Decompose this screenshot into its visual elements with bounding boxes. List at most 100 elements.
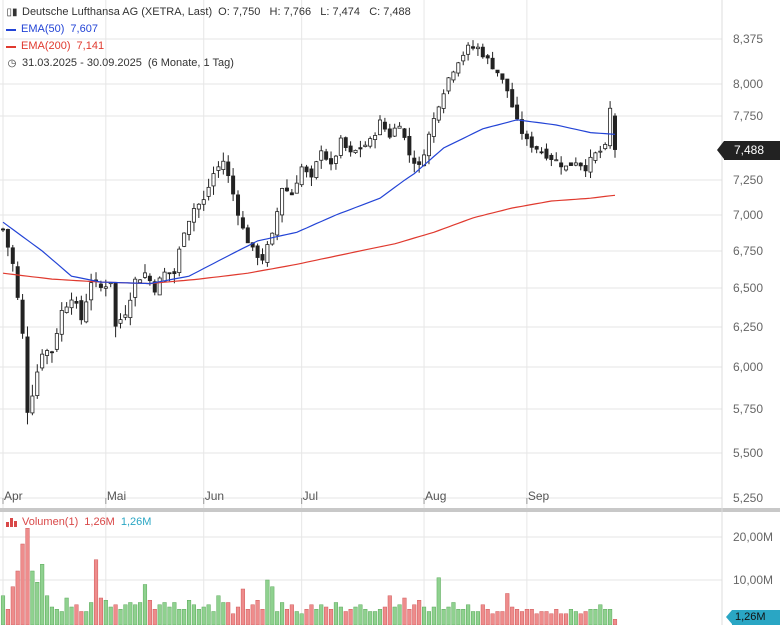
legend-range-row: ◷ 31.03.2025 - 30.09.2025 (6 Monate, 1 T… <box>6 55 411 72</box>
candle <box>182 232 187 248</box>
candle <box>603 142 608 151</box>
volume-bar <box>128 602 133 625</box>
ema200-line <box>2 194 616 285</box>
candle <box>515 96 520 121</box>
candle <box>289 188 294 196</box>
volume-bar <box>436 577 441 625</box>
volume-bar <box>15 570 20 625</box>
candle <box>45 348 50 365</box>
volume-bar <box>108 606 113 625</box>
candle <box>426 131 431 165</box>
candle <box>10 244 15 272</box>
candle <box>275 207 280 241</box>
volume-bar <box>603 609 608 625</box>
ema200-swatch <box>6 45 16 48</box>
volume-bar <box>505 593 510 625</box>
candle <box>608 101 613 149</box>
candle <box>240 211 245 230</box>
volume-bar <box>382 606 387 625</box>
candle <box>226 155 231 183</box>
candle <box>461 51 466 66</box>
candle <box>94 272 99 288</box>
volume-bar <box>98 597 103 625</box>
time-tick-label: Jul <box>303 489 318 503</box>
legend-ema50-row[interactable]: EMA(50) 7,607 <box>6 21 411 38</box>
candle <box>363 141 368 148</box>
candle <box>118 313 123 329</box>
volume-bar <box>377 609 383 625</box>
candle <box>539 147 544 155</box>
volume-bar <box>59 611 64 625</box>
volume-bar <box>358 604 363 625</box>
volume-value-red: 1,26M <box>84 516 115 528</box>
candle <box>471 40 476 51</box>
volume-bar <box>167 606 172 625</box>
candle <box>245 224 250 244</box>
volume-bar <box>79 611 84 625</box>
volume-tick-label: 10,00M <box>733 573 773 587</box>
volume-axis-labels: 10,00M 20,00M <box>733 530 773 587</box>
volume-bar <box>45 595 50 625</box>
candle <box>304 164 309 178</box>
candle <box>534 145 539 154</box>
candle <box>260 248 265 265</box>
volume-bar <box>240 588 245 625</box>
candle <box>113 282 118 338</box>
volume-bar <box>103 600 108 625</box>
volume-bar <box>226 602 231 625</box>
candle <box>108 282 113 288</box>
candle <box>451 70 456 83</box>
candle <box>64 302 69 314</box>
volume-bar <box>544 611 549 625</box>
volume-bar <box>539 611 544 625</box>
candle <box>236 190 241 226</box>
candle <box>338 135 343 159</box>
time-tick-label: Aug <box>425 489 446 503</box>
candle <box>505 78 510 98</box>
volume-bar <box>324 606 329 625</box>
candle <box>211 166 216 195</box>
volume-bar <box>250 604 255 625</box>
volume-bar <box>0 595 6 625</box>
volume-bar <box>245 609 250 625</box>
volume-bar <box>211 611 216 625</box>
candle <box>314 160 319 180</box>
volume-bar <box>417 600 422 625</box>
candle <box>216 161 221 178</box>
volume-bar <box>216 595 221 625</box>
volume-bar <box>152 609 157 625</box>
candle <box>191 203 196 232</box>
candle <box>177 246 182 277</box>
candle <box>329 151 334 171</box>
candle <box>387 123 392 140</box>
volume-bar <box>593 609 598 625</box>
candle <box>35 364 40 399</box>
volume-legend: Volumen(1) 1,26M 1,26M <box>6 516 151 528</box>
candle <box>480 43 485 59</box>
price-tick-label: 7,000 <box>733 208 763 222</box>
date-range: 31.03.2025 - 30.09.2025 <box>22 57 142 69</box>
candle <box>598 145 603 159</box>
candle <box>475 43 480 56</box>
candle <box>353 149 358 154</box>
candle <box>152 279 157 296</box>
candle <box>529 131 534 153</box>
candle <box>15 261 20 301</box>
volume-bar <box>510 606 515 625</box>
volume-bar <box>397 604 402 625</box>
volume-bar <box>319 604 324 625</box>
candle <box>559 156 564 175</box>
ohlc-values: O: 7,750 H: 7,766 L: 7,474 C: 7,488 <box>218 6 411 18</box>
volume-bar <box>568 609 573 625</box>
volume-bar <box>368 611 373 625</box>
legend-ema200-row[interactable]: EMA(200) 7,141 <box>6 38 411 55</box>
volume-bar <box>387 595 392 625</box>
candle <box>30 384 35 416</box>
volume-bar <box>588 609 593 625</box>
candle <box>79 295 84 325</box>
candle <box>407 127 412 163</box>
candle <box>59 302 64 342</box>
candle <box>348 141 353 157</box>
ema50-swatch <box>6 28 16 31</box>
